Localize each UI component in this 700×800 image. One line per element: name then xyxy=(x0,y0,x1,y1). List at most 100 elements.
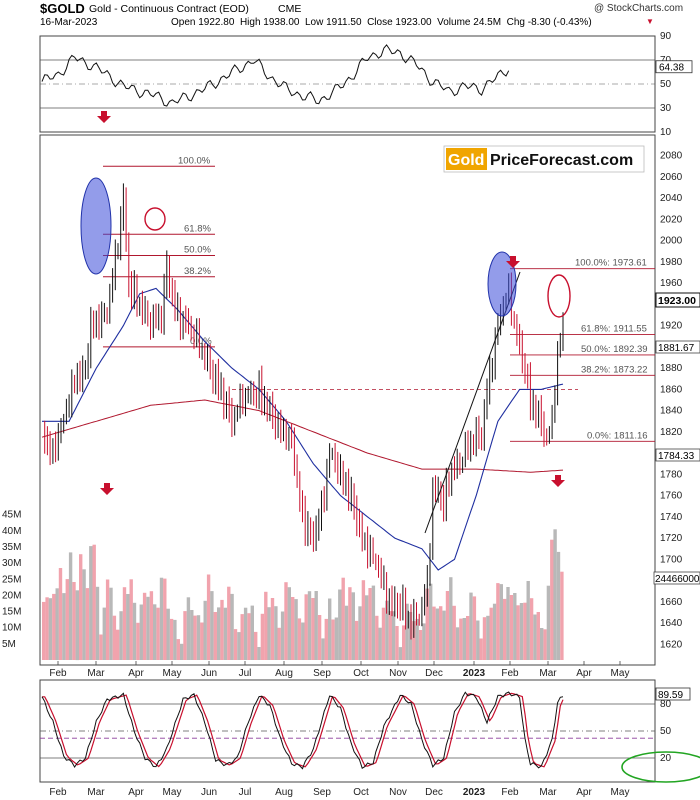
volume-bar xyxy=(176,639,180,660)
volume-bar xyxy=(543,629,547,660)
volume-bar xyxy=(247,613,251,660)
volume-bar xyxy=(119,611,123,660)
blob-mark-right xyxy=(487,251,517,317)
volume-bar xyxy=(156,607,160,660)
volume-bar xyxy=(496,583,500,660)
date-label: 16-Mar-2023 xyxy=(40,17,98,28)
circle-mark-left xyxy=(144,207,166,231)
stochastic-tick-20: 20 xyxy=(660,753,672,764)
volume-bar xyxy=(213,612,217,660)
volume-bar xyxy=(75,590,79,661)
volume-bar xyxy=(183,611,187,660)
rsi-tick-90: 90 xyxy=(660,31,672,42)
volume-bar xyxy=(250,605,254,660)
volume-bar xyxy=(328,598,332,660)
logo-part-gold: Gold xyxy=(448,152,484,169)
volume-bar xyxy=(149,591,154,660)
volume-bar xyxy=(422,623,426,660)
volume-bar xyxy=(220,599,224,660)
volume-bar xyxy=(186,597,191,660)
volume-bar xyxy=(291,597,295,660)
volume-bar xyxy=(95,586,100,660)
volume-bar xyxy=(55,588,59,660)
price-tick-2080: 2080 xyxy=(660,151,683,162)
volume-bar xyxy=(442,610,446,660)
volume-bar xyxy=(142,592,147,660)
sto-x-label-oct: Oct xyxy=(353,787,369,798)
fib-label: 0.0% xyxy=(190,336,212,347)
sto-x-label-jun: Jun xyxy=(201,787,217,798)
volume-bar xyxy=(476,620,480,660)
ma200-line xyxy=(41,399,564,473)
volume-bar xyxy=(227,586,231,660)
volume-bar xyxy=(408,612,413,660)
volume-bar xyxy=(418,630,423,660)
volume-bar xyxy=(415,618,419,660)
volume-bar xyxy=(270,598,275,660)
x-label-dec: Dec xyxy=(425,668,443,679)
price-tick-1820: 1820 xyxy=(660,427,683,438)
sto-x-label-feb: Feb xyxy=(49,787,67,798)
volume-bar xyxy=(163,578,167,660)
volume-bar xyxy=(112,615,117,660)
volume-bar xyxy=(180,643,184,660)
rsi-tick-30: 30 xyxy=(660,103,672,114)
volume-bar xyxy=(395,626,399,660)
volume-tick-25: 25M xyxy=(2,574,21,585)
volume-bar xyxy=(274,606,278,660)
blob-mark-left xyxy=(80,177,112,275)
fib-label: 50.0%: 1892.39 xyxy=(581,344,648,355)
volume-bar xyxy=(260,613,265,660)
volume-bar xyxy=(479,638,483,660)
stochastic-line xyxy=(41,691,564,770)
volume-bar xyxy=(550,539,554,660)
volume-tick-45: 45M xyxy=(2,510,21,521)
price-candles xyxy=(44,183,564,640)
fib-retracement-right: 100.0%: 1973.61 61.8%: 1911.55 50.0%: 1892… xyxy=(510,258,655,442)
volume-bar xyxy=(257,647,261,660)
price-tick-2040: 2040 xyxy=(660,193,683,204)
sto-x-label-apr: Apr xyxy=(128,787,144,798)
price-tick-1980: 1980 xyxy=(660,257,683,268)
ma200-value: 1784.33 xyxy=(658,451,695,462)
volume-bar xyxy=(105,579,110,660)
volume-bar xyxy=(492,603,497,660)
volume-bar xyxy=(412,621,416,660)
volume-bar xyxy=(324,618,328,660)
volume-axis-ticks: 45M 40M 35M 30M 25M 20M 15M 10M 5M xyxy=(2,510,21,650)
volume-bar xyxy=(230,593,234,660)
volume-bar xyxy=(398,647,403,660)
volume-bar xyxy=(233,629,238,660)
price-tick-1920: 1920 xyxy=(660,321,683,332)
volume-bar xyxy=(344,605,349,660)
rsi-level-lines xyxy=(40,59,655,109)
x-label-sep: Sep xyxy=(313,668,331,679)
volume-bar xyxy=(452,605,456,660)
x-label-jun: Jun xyxy=(201,668,217,679)
volume-bar xyxy=(200,622,204,660)
chart-header: $GOLD Gold - Continuous Contract (EOD) C… xyxy=(0,0,700,32)
volume-bar xyxy=(243,607,248,660)
volume-bar xyxy=(190,610,194,660)
volume-bar xyxy=(193,615,197,660)
fib-label: 61.8%: 1911.55 xyxy=(581,324,647,335)
volume-tick-30: 30M xyxy=(2,558,21,569)
volume-bar xyxy=(509,595,514,660)
rsi-last-tag: 64.38 xyxy=(655,60,693,74)
volume-tick-5: 5M xyxy=(2,639,16,650)
volume-bar xyxy=(425,588,429,660)
volume-bar xyxy=(338,589,342,660)
volume-bar xyxy=(132,602,137,660)
ma50-line xyxy=(42,287,564,571)
volume-bar xyxy=(435,608,440,660)
volume-bar xyxy=(284,582,288,660)
volume-bar xyxy=(506,587,510,660)
stochastic-signal-line xyxy=(42,692,564,768)
price-tick-1720: 1720 xyxy=(660,533,683,544)
x-label-mar: Mar xyxy=(87,668,105,679)
stochastic-tick-50: 50 xyxy=(660,726,672,737)
volume-bar xyxy=(536,612,540,660)
down-arrow-icon xyxy=(506,256,520,268)
price-tick-1780: 1780 xyxy=(660,469,683,480)
